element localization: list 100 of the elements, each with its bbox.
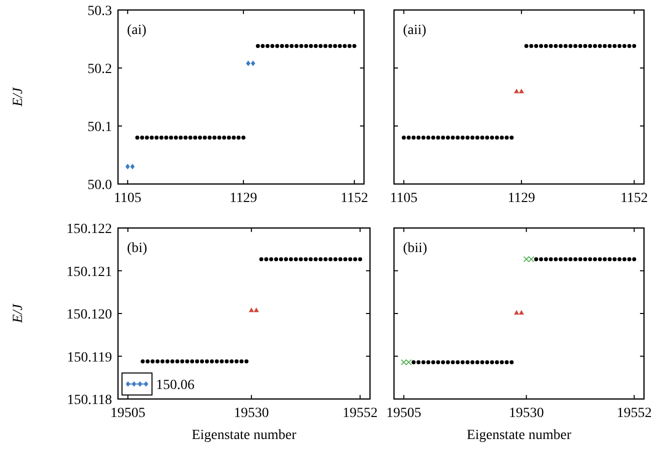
point — [150, 359, 155, 364]
point — [294, 257, 298, 262]
point — [144, 136, 149, 140]
point — [232, 136, 236, 140]
point — [246, 60, 250, 66]
y-tick-label: 150.120 — [66, 308, 112, 322]
point — [270, 44, 274, 48]
point — [324, 257, 328, 262]
point — [338, 44, 342, 48]
point — [343, 257, 348, 262]
point — [234, 359, 239, 364]
text: (ai) — [127, 23, 147, 38]
point — [241, 136, 246, 140]
point — [314, 257, 318, 262]
point — [298, 257, 303, 262]
point — [323, 44, 328, 48]
point — [348, 257, 352, 262]
point — [304, 257, 308, 262]
point — [274, 257, 278, 262]
point — [304, 44, 308, 48]
text: (bii) — [403, 241, 428, 256]
point — [193, 136, 198, 140]
point — [318, 44, 323, 48]
point — [259, 257, 264, 262]
x-tick-label: 19552 — [616, 406, 652, 421]
x-tick-label: 1105 — [390, 191, 418, 206]
point — [353, 257, 358, 262]
text: (bi) — [127, 241, 148, 256]
point — [230, 359, 234, 364]
point — [125, 164, 130, 170]
point — [222, 136, 226, 140]
y-tick-label: 50.3 — [88, 4, 112, 19]
point — [198, 136, 202, 140]
x-tick-label: 19530 — [234, 406, 269, 421]
legend-label: 150.06 — [156, 378, 194, 393]
y-tick-label: 150.122 — [66, 222, 112, 237]
x-tick-label: 1129 — [508, 191, 536, 206]
y-tick-label: 50.2 — [88, 62, 112, 77]
y-tick-label: 50.1 — [88, 120, 112, 135]
point — [140, 136, 144, 140]
point — [290, 44, 294, 48]
point — [164, 136, 168, 140]
point — [248, 307, 254, 312]
point — [208, 136, 212, 140]
point — [212, 136, 216, 140]
point — [159, 136, 164, 140]
x-tick-label: 19505 — [110, 406, 146, 421]
point — [333, 257, 338, 262]
point — [184, 136, 188, 140]
y-tick-label: 150.118 — [67, 393, 112, 408]
point — [250, 60, 256, 66]
point — [200, 359, 204, 364]
point — [342, 44, 347, 48]
point — [294, 44, 298, 48]
point — [224, 359, 229, 364]
point — [279, 257, 284, 262]
point — [190, 359, 194, 364]
point — [284, 44, 289, 48]
point — [204, 359, 209, 364]
point — [280, 44, 284, 48]
point — [240, 359, 244, 364]
point — [180, 359, 184, 364]
point — [333, 44, 338, 48]
x-tick-label: 1105 — [114, 191, 142, 206]
point — [266, 44, 270, 48]
point — [210, 359, 214, 364]
x-tick-label: 1129 — [230, 191, 258, 206]
point — [260, 44, 265, 48]
point — [244, 359, 248, 364]
point — [308, 44, 313, 48]
y-tick-label: 150.121 — [66, 264, 112, 280]
point — [256, 44, 260, 48]
point — [185, 359, 190, 364]
point — [328, 257, 332, 262]
point — [348, 44, 352, 48]
x-tick-label: 19530 — [508, 406, 544, 421]
point — [352, 44, 356, 48]
y-tick-label: 50.0 — [88, 178, 112, 193]
point — [314, 44, 318, 48]
point — [214, 359, 219, 364]
point — [188, 136, 192, 140]
x-tick-label: 19552 — [342, 406, 378, 421]
point — [308, 257, 313, 262]
point — [150, 136, 154, 140]
x-axis-title: Eigenstate number — [192, 428, 297, 443]
point — [358, 257, 362, 262]
point — [175, 359, 180, 364]
point — [288, 257, 293, 262]
y-axis-title: E/J — [11, 86, 26, 108]
point — [264, 257, 268, 262]
point — [254, 307, 259, 312]
point — [170, 359, 174, 364]
point — [284, 257, 288, 262]
point — [195, 359, 200, 364]
x-tick-label: 1152 — [340, 191, 368, 206]
point — [217, 136, 222, 140]
point — [328, 44, 332, 48]
point — [160, 359, 164, 364]
x-tick-label: 1152 — [620, 191, 648, 206]
point — [165, 359, 170, 364]
